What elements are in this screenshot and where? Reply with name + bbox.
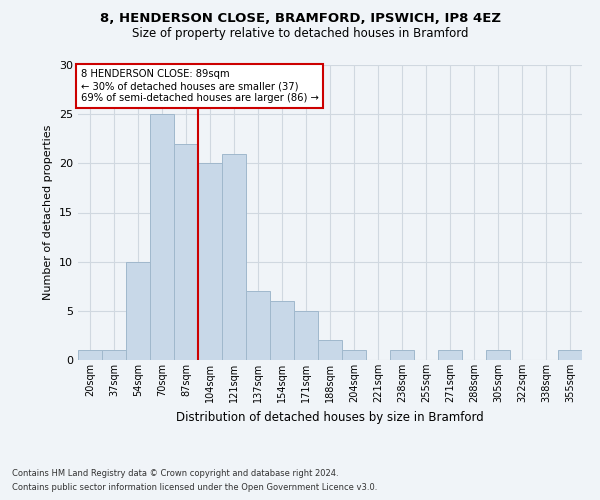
Bar [222,154,246,360]
X-axis label: Distribution of detached houses by size in Bramford: Distribution of detached houses by size … [176,410,484,424]
Bar [270,301,294,360]
Text: 8, HENDERSON CLOSE, BRAMFORD, IPSWICH, IP8 4EZ: 8, HENDERSON CLOSE, BRAMFORD, IPSWICH, I… [100,12,500,26]
Bar [390,350,414,360]
Bar [102,350,126,360]
Text: Contains public sector information licensed under the Open Government Licence v3: Contains public sector information licen… [12,484,377,492]
Bar [486,350,510,360]
Bar [318,340,342,360]
Bar [126,262,150,360]
Bar [438,350,462,360]
Bar [342,350,366,360]
Bar [246,291,270,360]
Bar [198,164,222,360]
Text: 8 HENDERSON CLOSE: 89sqm
← 30% of detached houses are smaller (37)
69% of semi-d: 8 HENDERSON CLOSE: 89sqm ← 30% of detach… [80,70,319,102]
Bar [558,350,582,360]
Bar [150,114,174,360]
Bar [78,350,102,360]
Text: Contains HM Land Registry data © Crown copyright and database right 2024.: Contains HM Land Registry data © Crown c… [12,468,338,477]
Bar [174,144,198,360]
Bar [294,311,318,360]
Y-axis label: Number of detached properties: Number of detached properties [43,125,53,300]
Text: Size of property relative to detached houses in Bramford: Size of property relative to detached ho… [132,28,468,40]
